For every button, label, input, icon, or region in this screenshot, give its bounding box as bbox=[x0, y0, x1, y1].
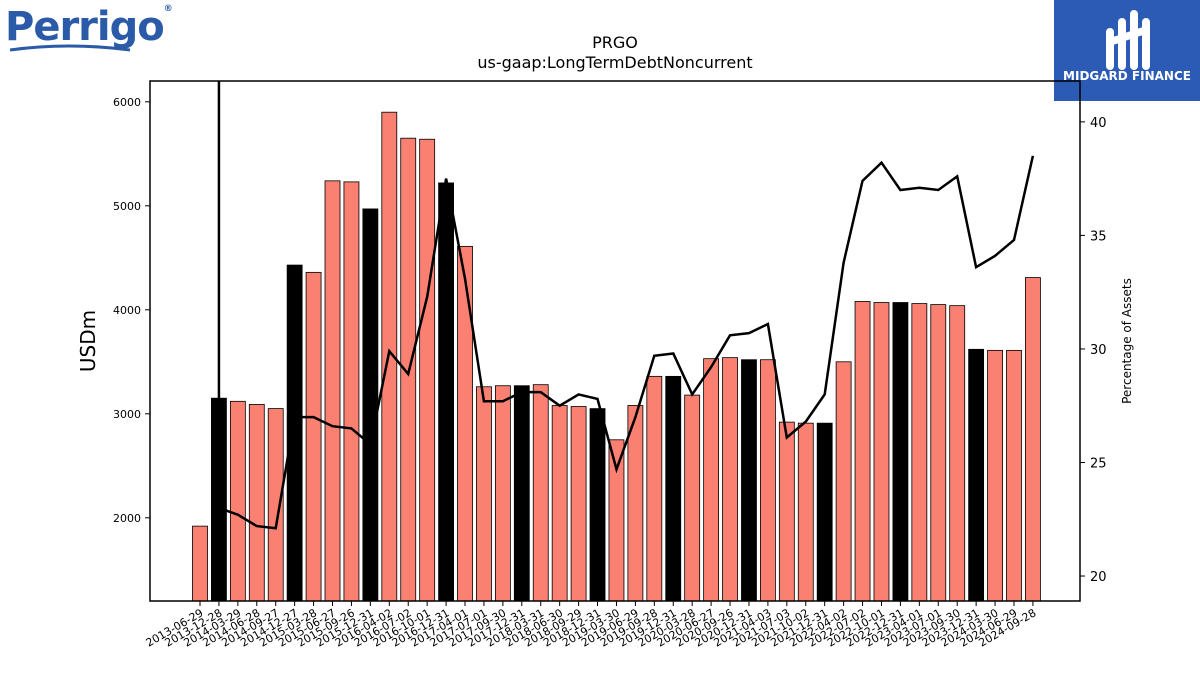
bar bbox=[192, 525, 208, 602]
bar bbox=[835, 361, 852, 602]
y2-tick-label: 30 bbox=[1090, 343, 1107, 358]
bar bbox=[457, 245, 473, 602]
y2-tick-label: 35 bbox=[1090, 229, 1107, 244]
bar bbox=[551, 405, 568, 602]
right-axis-ticks: 20 25 30 35 40 bbox=[1080, 116, 1107, 585]
bar bbox=[1025, 277, 1041, 602]
bar bbox=[930, 304, 947, 602]
bar bbox=[513, 385, 530, 602]
y-tick-label: 6000 bbox=[113, 96, 141, 109]
y-tick-label: 3000 bbox=[113, 408, 141, 421]
y2-axis-label: Percentage of Assets bbox=[1120, 278, 1134, 404]
bar bbox=[987, 349, 1003, 602]
y2-tick-label: 20 bbox=[1090, 570, 1107, 585]
y2-tick-label: 25 bbox=[1090, 456, 1107, 471]
y-tick-label: 2000 bbox=[113, 512, 141, 525]
bar bbox=[1006, 349, 1022, 602]
bar bbox=[343, 181, 360, 602]
bar bbox=[703, 358, 720, 602]
bar bbox=[646, 375, 663, 602]
y-tick-label: 5000 bbox=[113, 200, 141, 213]
bar bbox=[248, 404, 265, 602]
bar bbox=[665, 375, 682, 602]
line-path bbox=[218, 155, 1035, 530]
bar bbox=[305, 271, 322, 602]
bar bbox=[267, 408, 284, 602]
bar bbox=[968, 348, 985, 602]
midgard-finance-badge: MIDGARD FINANCE bbox=[1054, 0, 1200, 101]
x-axis-ticks: 2013-06-292013-12-282014-03-292014-06-28… bbox=[144, 601, 1038, 650]
y-tick-label: 4000 bbox=[113, 304, 141, 317]
bar-series bbox=[192, 111, 1041, 602]
bar bbox=[286, 264, 303, 602]
bar bbox=[778, 421, 795, 602]
chart-subtitle: us-gaap:LongTermDebtNoncurrent bbox=[477, 53, 752, 72]
bar bbox=[873, 302, 890, 602]
y2-tick-label: 40 bbox=[1090, 116, 1107, 131]
bar bbox=[570, 406, 587, 602]
bar bbox=[419, 138, 436, 602]
bar bbox=[760, 359, 776, 602]
perrigo-logo: Perrigo® bbox=[5, 4, 173, 50]
bar bbox=[476, 386, 492, 602]
bar bbox=[494, 385, 511, 602]
logo-swoosh-icon bbox=[9, 44, 131, 52]
bar bbox=[608, 439, 625, 602]
bar bbox=[438, 182, 454, 602]
bar bbox=[324, 180, 341, 602]
bar bbox=[949, 305, 966, 602]
registered-mark-icon: ® bbox=[163, 4, 173, 14]
bar bbox=[722, 357, 738, 602]
bar bbox=[229, 400, 246, 602]
bar bbox=[911, 303, 928, 602]
bar bbox=[532, 384, 549, 602]
midgard-logo-icon bbox=[1106, 10, 1150, 70]
left-axis-ticks: 2000 3000 4000 5000 6000 bbox=[113, 96, 150, 525]
bar bbox=[892, 302, 909, 602]
y-axis-label: USDm bbox=[76, 310, 100, 372]
badge-label: MIDGARD FINANCE bbox=[1063, 69, 1191, 83]
logo-text: Perrigo bbox=[5, 4, 165, 50]
bar bbox=[797, 422, 814, 602]
bar bbox=[684, 394, 701, 602]
chart-title: PRGO bbox=[592, 33, 638, 52]
bar bbox=[362, 208, 379, 602]
bar bbox=[589, 408, 606, 602]
bar bbox=[854, 301, 871, 602]
bar bbox=[816, 422, 833, 602]
bar bbox=[741, 359, 757, 602]
plot-frame bbox=[149, 80, 1081, 602]
line-series bbox=[217, 81, 1035, 530]
